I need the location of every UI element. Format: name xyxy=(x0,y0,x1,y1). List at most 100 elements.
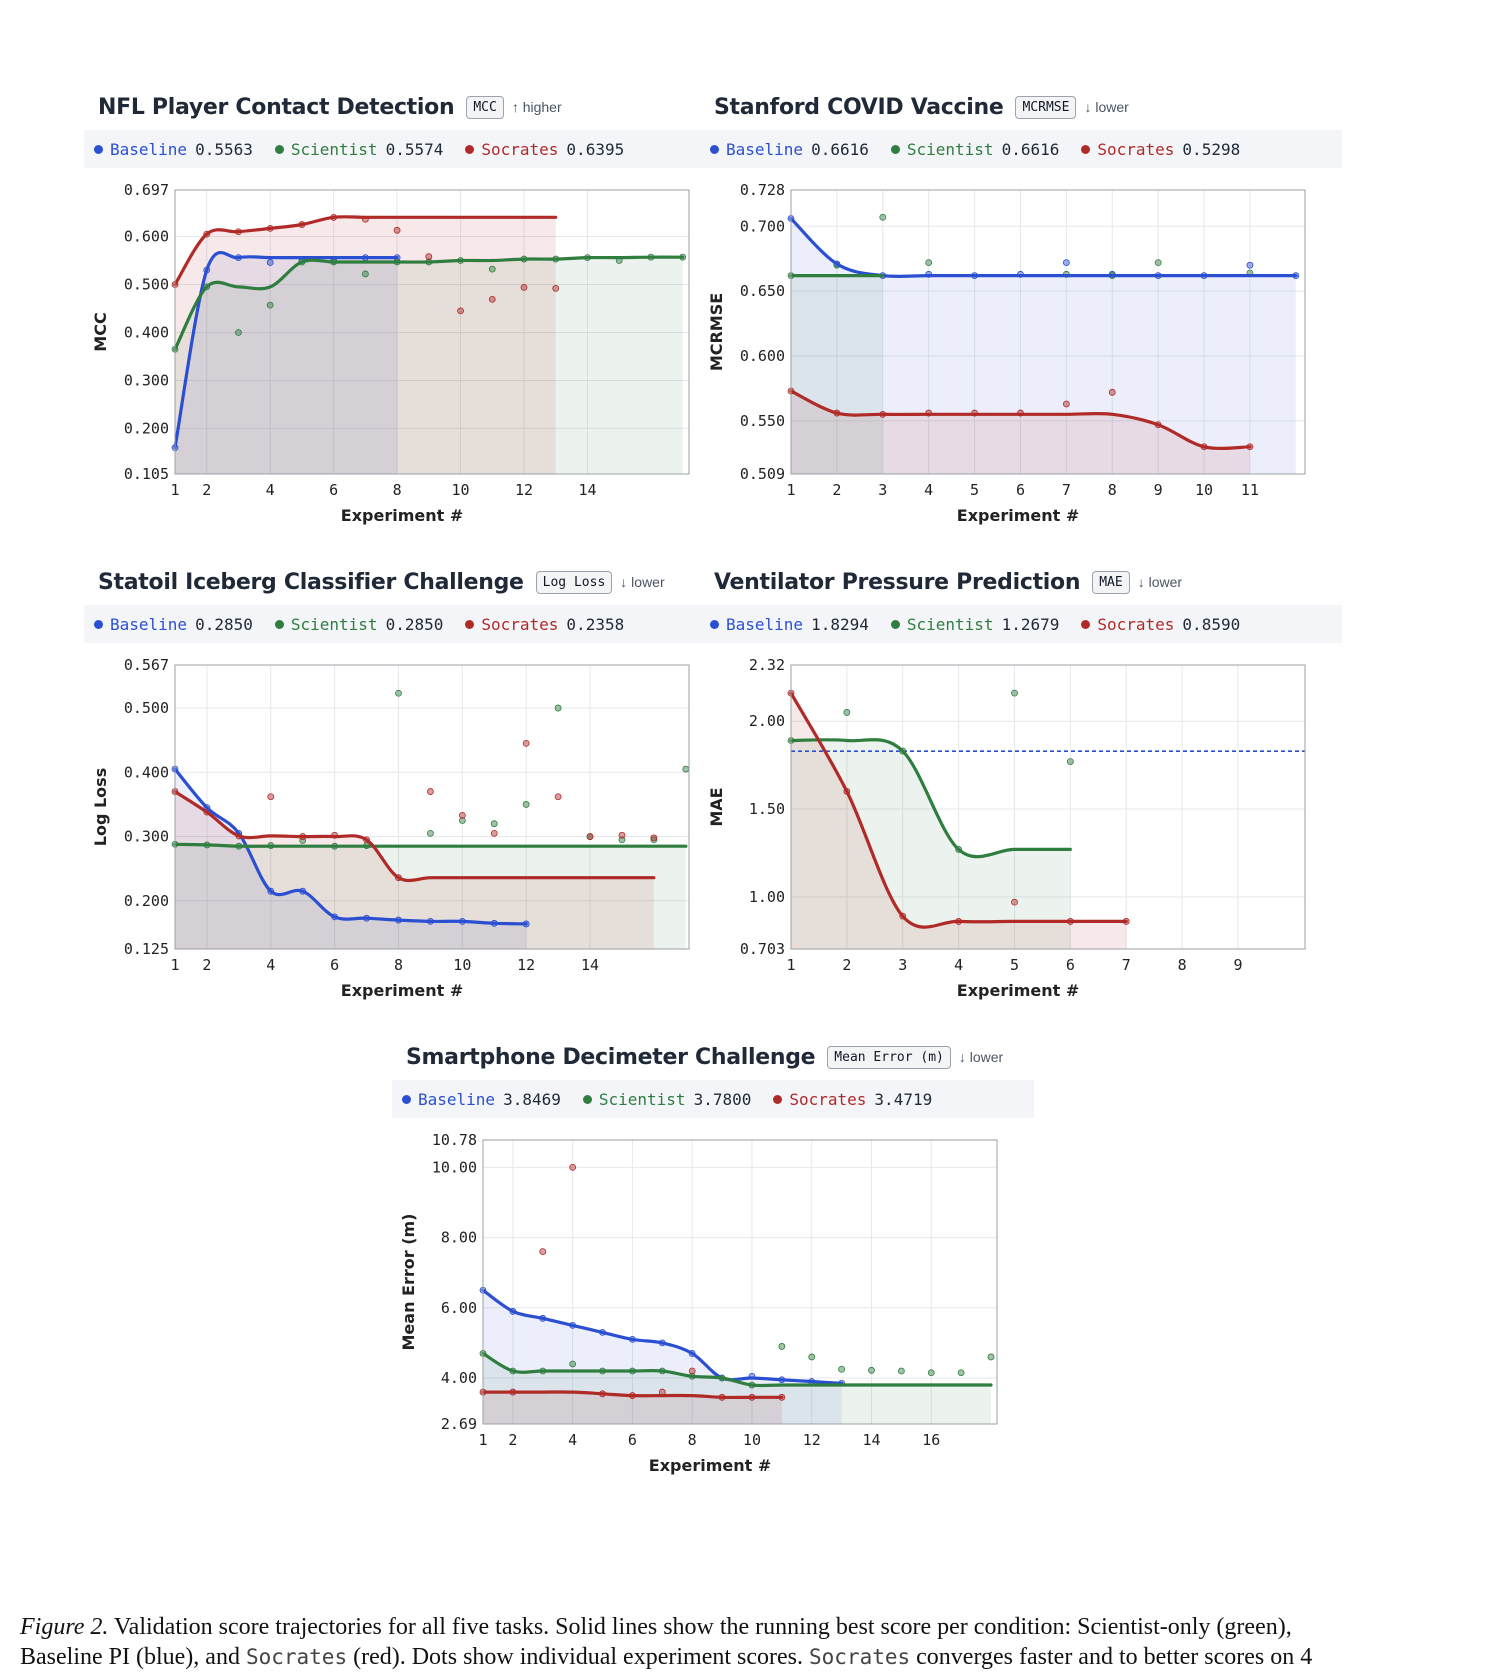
legend-value-socrates: 0.8590 xyxy=(1182,614,1241,634)
y-tick-label: 0.200 xyxy=(124,892,169,910)
y-tick-label: 0.125 xyxy=(124,940,169,958)
x-tick-label: 12 xyxy=(515,481,533,499)
best-line-scientist xyxy=(173,255,685,351)
y-tick-label: 0.500 xyxy=(124,276,169,294)
y-tick-label: 6.00 xyxy=(441,1299,477,1317)
point-socrates xyxy=(425,253,433,261)
legend-dot-scientist xyxy=(890,144,900,154)
legend-item-socrates: Socrates 0.6395 xyxy=(465,140,624,159)
point-scientist xyxy=(682,765,690,773)
y-tick-label: 0.400 xyxy=(124,763,169,781)
legend-name-baseline: Baseline xyxy=(726,614,804,634)
legend-item-baseline: Baseline 0.2850 xyxy=(94,615,253,634)
point-socrates xyxy=(618,831,626,839)
area-socrates xyxy=(175,216,556,474)
legend-name-scientist: Scientist xyxy=(290,139,378,159)
point-scientist xyxy=(361,270,369,278)
x-tick-label: 9 xyxy=(1233,956,1242,974)
y-tick-label: 0.650 xyxy=(740,282,785,300)
caption-label: Figure 2. xyxy=(20,1614,109,1640)
x-tick-label: 5 xyxy=(1010,956,1019,974)
y-tick-label: 0.728 xyxy=(740,181,785,199)
legend-value-scientist: 0.2850 xyxy=(385,614,444,634)
legend-dot-baseline xyxy=(402,1094,411,1104)
x-tick-label: 7 xyxy=(1062,481,1071,499)
chart-title: Ventilator Pressure Prediction xyxy=(714,569,1081,595)
chart-title-row: Smartphone Decimeter Challenge Mean Error… xyxy=(406,1042,1003,1072)
x-axis-label: Experiment # xyxy=(341,981,463,1000)
legend-item-baseline: Baseline 1.8294 xyxy=(710,615,869,634)
y-axis-label: MCRMSE xyxy=(707,293,726,371)
legend-value-scientist: 1.2679 xyxy=(1001,614,1060,634)
x-tick-label: 12 xyxy=(517,956,535,974)
area-socrates xyxy=(791,693,1127,949)
chart-title: NFL Player Contact Detection xyxy=(98,94,455,120)
y-tick-label: 10.00 xyxy=(432,1158,477,1176)
legend-item-scientist: Scientist 0.2850 xyxy=(274,614,444,634)
best-line-socrates xyxy=(173,790,656,883)
caption-line-2: Baseline PI (blue), and Socrates (red). … xyxy=(20,1642,1480,1672)
best-line-scientist xyxy=(481,1351,993,1388)
x-tick-label: 6 xyxy=(330,956,339,974)
point-scientist xyxy=(897,1367,905,1375)
direction-label: ↑ higher xyxy=(511,99,562,115)
caption-mono-1: Socrates xyxy=(245,1645,348,1669)
legend-value-socrates: 3.4719 xyxy=(874,1089,933,1109)
legend-value-socrates: 0.2358 xyxy=(566,614,625,634)
y-tick-label: 0.105 xyxy=(124,465,169,483)
legend-name-scientist: Scientist xyxy=(598,1089,686,1109)
legend-value-baseline: 1.8294 xyxy=(811,614,869,634)
point-socrates xyxy=(458,811,466,819)
point-scientist xyxy=(1011,689,1018,697)
y-tick-label: 0.600 xyxy=(124,228,169,246)
best-line-scientist xyxy=(789,738,1072,859)
best-line-socrates xyxy=(481,1390,784,1400)
x-tick-label: 1 xyxy=(786,481,795,499)
x-tick-label: 2 xyxy=(832,481,841,499)
plot-frame xyxy=(174,664,690,950)
best-line-baseline xyxy=(173,251,399,450)
x-tick-label: 6 xyxy=(1066,956,1075,974)
metric-badge: Log Loss xyxy=(535,570,613,594)
caption-line-1: Figure 2. Validation score trajectories … xyxy=(20,1612,1480,1642)
x-tick-label: 11 xyxy=(1241,481,1259,499)
best-line-socrates xyxy=(173,215,558,287)
legend-name-baseline: Baseline xyxy=(726,139,804,159)
x-tick-label: 5 xyxy=(970,481,979,499)
point-socrates xyxy=(1108,388,1116,396)
plot-frame xyxy=(790,664,1306,950)
legend-dot-socrates xyxy=(1081,619,1091,629)
area-baseline xyxy=(791,218,1296,474)
x-tick-label: 2 xyxy=(842,956,851,974)
legend-name-baseline: Baseline xyxy=(110,139,188,159)
x-tick-label: 4 xyxy=(568,1431,577,1449)
point-scientist xyxy=(987,1353,995,1361)
y-tick-label: 0.300 xyxy=(124,828,169,846)
y-tick-label: 2.69 xyxy=(441,1415,477,1433)
y-axis-label: MAE xyxy=(707,787,726,826)
point-socrates xyxy=(586,833,594,840)
point-socrates xyxy=(1011,898,1018,906)
direction-label: ↓ lower xyxy=(620,574,665,590)
chart-title: Stanford COVID Vaccine xyxy=(714,94,1004,120)
legend-name-scientist: Scientist xyxy=(906,614,994,634)
x-tick-label: 7 xyxy=(1122,956,1131,974)
legend-bar: Baseline 0.2850 Scientist 0.2850 Socrates 0.2… xyxy=(84,605,726,643)
legend-name-scientist: Scientist xyxy=(290,614,378,634)
legend-item-baseline: Baseline 3.8469 xyxy=(402,1090,561,1109)
best-line-scientist xyxy=(173,842,688,848)
best-line-baseline xyxy=(481,1288,844,1385)
point-socrates xyxy=(488,295,496,303)
plot-background xyxy=(483,1140,997,1424)
y-axis-label: Mean Error (m) xyxy=(399,1214,418,1351)
point-socrates xyxy=(457,307,464,315)
legend-dot-scientist xyxy=(890,619,900,629)
x-tick-label: 10 xyxy=(453,956,471,974)
legend-name-socrates: Socrates xyxy=(1097,614,1175,634)
legend-value-socrates: 0.5298 xyxy=(1182,139,1241,159)
x-tick-label: 2 xyxy=(202,481,211,499)
legend-item-socrates: Socrates 0.2358 xyxy=(465,615,624,634)
